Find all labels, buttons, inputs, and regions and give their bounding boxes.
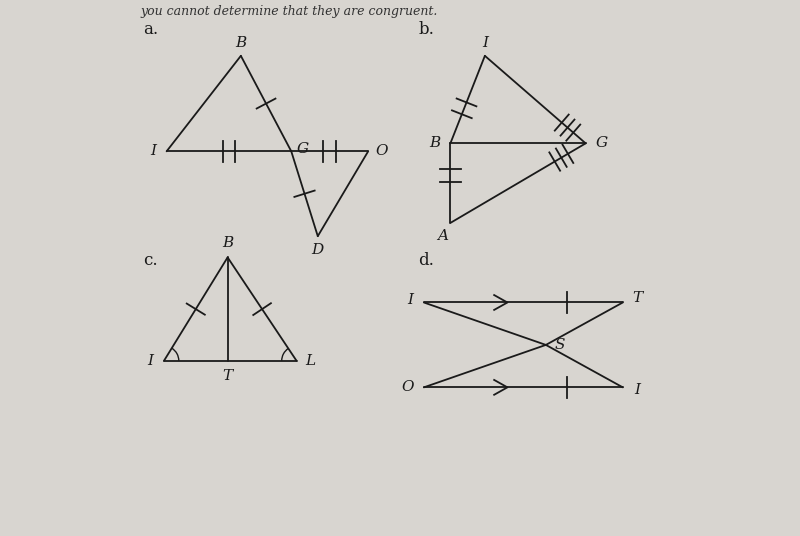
- Text: I: I: [482, 35, 488, 49]
- Text: G: G: [595, 136, 608, 150]
- Text: c.: c.: [142, 252, 158, 269]
- Text: a.: a.: [142, 21, 158, 39]
- Text: S: S: [555, 338, 566, 352]
- Text: L: L: [305, 354, 315, 368]
- Text: A: A: [437, 229, 448, 243]
- Text: I: I: [148, 354, 154, 368]
- Text: B: B: [222, 235, 234, 250]
- Text: O: O: [376, 144, 388, 158]
- Text: B: B: [429, 136, 440, 150]
- Text: I: I: [634, 383, 640, 397]
- Text: D: D: [312, 243, 324, 257]
- Text: B: B: [235, 35, 246, 49]
- Text: I: I: [408, 293, 414, 307]
- Text: you cannot determine that they are congruent.: you cannot determine that they are congr…: [140, 5, 438, 18]
- Text: G: G: [297, 142, 309, 155]
- Text: b.: b.: [418, 21, 434, 39]
- Text: O: O: [402, 381, 414, 394]
- Text: I: I: [150, 144, 156, 158]
- Text: T: T: [632, 291, 642, 305]
- Text: d.: d.: [418, 252, 434, 269]
- Text: T: T: [222, 369, 233, 383]
